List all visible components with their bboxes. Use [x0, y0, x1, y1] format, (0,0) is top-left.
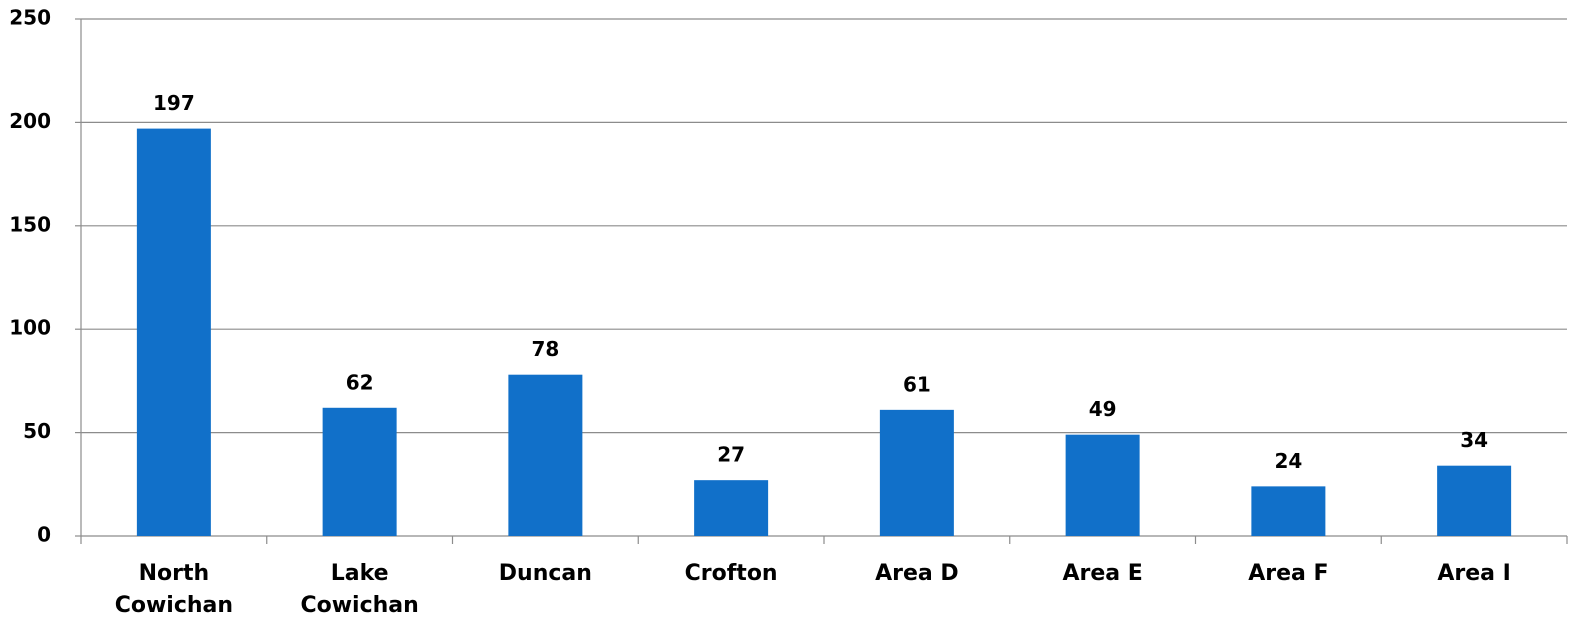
x-tick-label: Area I — [1437, 561, 1511, 586]
bar — [1251, 486, 1326, 536]
bar — [1437, 465, 1512, 536]
x-tick-label: Crofton — [684, 561, 778, 586]
data-label: 78 — [531, 337, 559, 361]
y-tick-label: 50 — [23, 419, 51, 443]
bar — [508, 374, 583, 536]
data-label: 24 — [1274, 449, 1302, 473]
bar — [879, 409, 954, 536]
y-tick-label: 250 — [9, 6, 51, 30]
data-label: 62 — [346, 370, 374, 394]
x-tick-label: Area E — [1062, 561, 1143, 586]
bar — [1065, 434, 1140, 536]
y-tick-label: 200 — [9, 109, 51, 133]
data-label: 61 — [903, 372, 931, 396]
x-tick-label: Area D — [875, 561, 959, 586]
data-label: 197 — [153, 91, 195, 115]
bar — [136, 128, 211, 536]
x-tick-label: North Cowichan — [114, 561, 234, 618]
bar — [322, 407, 397, 536]
y-tick-label: 150 — [9, 212, 51, 236]
y-tick-label: 100 — [9, 316, 51, 340]
data-label: 49 — [1089, 397, 1117, 421]
x-tick-label: Lake Cowichan — [300, 561, 419, 618]
data-label: 34 — [1460, 428, 1488, 452]
x-tick-label: Area F — [1248, 561, 1329, 586]
data-label: 27 — [717, 443, 745, 467]
y-tick-label: 0 — [37, 523, 51, 547]
x-tick-label: Duncan — [498, 561, 592, 586]
bar — [694, 480, 769, 536]
